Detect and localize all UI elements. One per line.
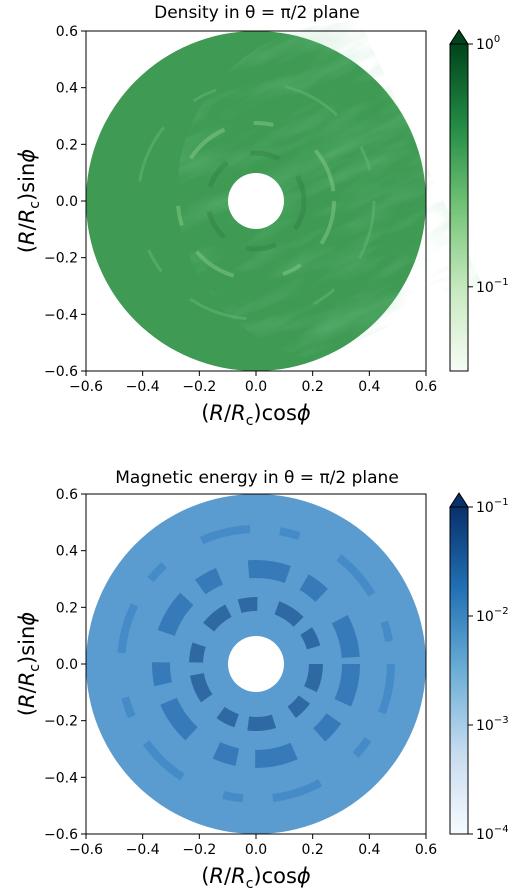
density-colorbar-ticks: 100 10−1: [468, 34, 509, 296]
density-panel: Density in θ = π/2 plane −0.6 −0.4 −0.2 0.0…: [15, 3, 509, 429]
magnetic-x-tick-label: 0.2: [302, 842, 324, 858]
density-x-tick-label: −0.4: [126, 379, 160, 395]
density-x-tick-label: 0.0: [245, 379, 267, 395]
magnetic-y-ticks: 0.6 0.4 0.2 0.0 −0.2 −0.4 −0.6: [44, 487, 86, 843]
magnetic-heatmap: [24, 494, 426, 834]
magnetic-colorbar-ticks: 10−1 10−2 10−3 10−4: [468, 497, 509, 843]
magnetic-y-tick-label: −0.2: [44, 714, 78, 730]
density-y-tick-label: −0.2: [44, 251, 78, 267]
density-y-tick-label: 0.4: [56, 81, 78, 97]
magnetic-colorbar: 10−1 10−2 10−3 10−4: [449, 492, 509, 843]
magnetic-y-tick-label: −0.4: [44, 770, 78, 786]
density-x-tick-label: −0.6: [69, 379, 103, 395]
density-x-label: (R/Rc)cosϕ: [201, 401, 311, 429]
density-y-tick-label: 0.0: [56, 194, 78, 210]
density-y-tick-label: 0.6: [56, 24, 78, 40]
density-x-ticks: −0.6 −0.4 −0.2 0.0 0.2 0.4 0.6: [69, 371, 437, 395]
density-colorbar-tick-label: 10−1: [476, 277, 509, 296]
density-colorbar: 100 10−1: [449, 29, 509, 372]
density-inner-hole: [228, 173, 284, 229]
magnetic-y-tick-label: 0.0: [56, 657, 78, 673]
magnetic-colorbar-tick-label: 10−1: [476, 497, 509, 516]
density-title: Density in θ = π/2 plane: [154, 3, 360, 23]
magnetic-y-tick-label: 0.2: [56, 600, 78, 616]
magnetic-colorbar-tick-label: 10−4: [476, 824, 509, 843]
density-y-label: (R/Rc)sinϕ: [15, 149, 43, 253]
magnetic-colorbar-tick-label: 10−3: [476, 715, 509, 734]
density-y-tick-label: −0.6: [44, 364, 78, 380]
density-y-tick-label: 0.2: [56, 137, 78, 153]
magnetic-inner-hole: [228, 636, 284, 692]
density-colorbar-tick-label: 100: [476, 34, 500, 53]
density-y-ticks: 0.6 0.4 0.2 0.0 −0.2 −0.4 −0.6: [44, 24, 86, 380]
magnetic-x-tick-label: 0.0: [245, 842, 267, 858]
magnetic-colorbar-tick-label: 10−2: [476, 606, 509, 625]
density-x-tick-label: 0.6: [415, 379, 437, 395]
magnetic-y-tick-label: −0.6: [44, 827, 78, 843]
magnetic-y-tick-label: 0.6: [56, 487, 78, 503]
magnetic-colorbar-extend: [449, 492, 469, 508]
magnetic-x-tick-label: −0.6: [69, 842, 103, 858]
magnetic-title: Magnetic energy in θ = π/2 plane: [115, 468, 399, 488]
magnetic-x-tick-label: 0.6: [415, 842, 437, 858]
magnetic-x-ticks: −0.6 −0.4 −0.2 0.0 0.2 0.4 0.6: [69, 834, 437, 858]
density-y-tick-label: −0.4: [44, 307, 78, 323]
density-colorbar-extend: [449, 29, 469, 45]
magnetic-x-tick-label: −0.2: [182, 842, 216, 858]
density-x-tick-label: −0.2: [182, 379, 216, 395]
magnetic-y-tick-label: 0.4: [56, 544, 78, 560]
density-heatmap: [86, 31, 426, 371]
magnetic-y-label: (R/Rc)sinϕ: [15, 612, 43, 716]
density-x-tick-label: 0.4: [358, 379, 380, 395]
density-x-tick-label: 0.2: [302, 379, 324, 395]
magnetic-x-tick-label: 0.4: [358, 842, 380, 858]
magnetic-x-tick-label: −0.4: [126, 842, 160, 858]
magnetic-x-label: (R/Rc)cosϕ: [201, 864, 311, 892]
magnetic-panel: Magnetic energy in θ = π/2 plane −0.6 −0.…: [15, 468, 509, 892]
